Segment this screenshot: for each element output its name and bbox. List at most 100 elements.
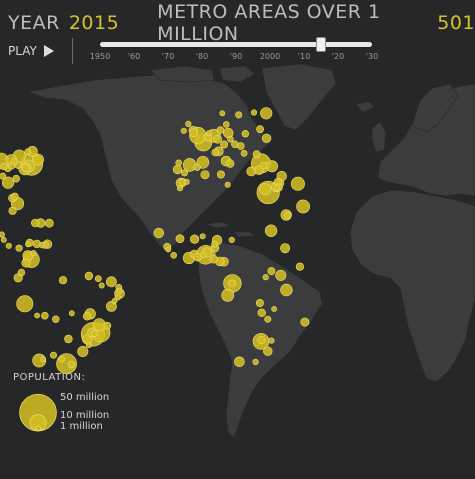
city-bubble[interactable] <box>10 192 19 201</box>
year-slider[interactable] <box>100 37 372 52</box>
city-bubble[interactable] <box>259 183 272 196</box>
city-bubble[interactable] <box>25 241 31 248</box>
city-bubble[interactable] <box>175 159 182 167</box>
city-bubble[interactable] <box>193 163 201 171</box>
city-bubble[interactable] <box>30 250 37 257</box>
city-bubble[interactable] <box>260 107 273 120</box>
city-bubble[interactable] <box>0 231 5 238</box>
city-bubble[interactable] <box>175 234 185 243</box>
city-bubble[interactable] <box>58 355 66 363</box>
city-bubble[interactable] <box>103 321 112 330</box>
city-bubble[interactable] <box>264 224 278 237</box>
city-bubble[interactable] <box>190 234 200 244</box>
city-bubble[interactable] <box>252 358 259 366</box>
city-bubble[interactable] <box>206 130 213 137</box>
city-bubble[interactable] <box>296 199 310 214</box>
city-bubble[interactable] <box>280 283 293 297</box>
city-bubble[interactable] <box>38 242 46 249</box>
city-bubble[interactable] <box>235 111 243 119</box>
city-bubble[interactable] <box>40 356 47 363</box>
city-bubble[interactable] <box>30 218 40 228</box>
city-bubble[interactable] <box>21 163 30 173</box>
city-bubble[interactable] <box>8 206 17 215</box>
city-bubble[interactable] <box>200 252 207 259</box>
city-bubble[interactable] <box>82 312 92 321</box>
city-bubble[interactable] <box>219 110 226 117</box>
city-bubble[interactable] <box>263 346 273 356</box>
city-bubble[interactable] <box>259 161 268 170</box>
city-bubble[interactable] <box>24 148 32 155</box>
city-bubble[interactable] <box>2 176 15 189</box>
slider-thumb[interactable] <box>316 37 326 52</box>
city-bubble[interactable] <box>209 255 219 264</box>
city-bubble[interactable] <box>228 279 237 288</box>
city-bubble[interactable] <box>181 169 189 177</box>
city-bubble[interactable] <box>34 312 40 319</box>
city-bubble[interactable] <box>255 298 264 307</box>
city-bubble[interactable] <box>64 334 73 344</box>
city-bubble[interactable] <box>21 258 31 268</box>
city-bubble[interactable] <box>170 252 177 259</box>
city-bubble[interactable] <box>180 127 187 134</box>
city-bubble[interactable] <box>295 262 305 271</box>
city-bubble[interactable] <box>0 172 7 180</box>
city-bubble[interactable] <box>12 174 21 183</box>
city-bubble[interactable] <box>172 164 183 175</box>
city-bubble[interactable] <box>227 135 234 143</box>
city-bubble[interactable] <box>240 149 248 157</box>
city-bubble[interactable] <box>234 356 245 368</box>
city-bubble[interactable] <box>98 282 105 289</box>
city-bubble[interactable] <box>221 288 235 302</box>
city-bubble[interactable] <box>16 295 34 313</box>
city-bubble[interactable] <box>200 170 210 180</box>
city-bubble[interactable] <box>261 133 272 144</box>
city-bubble[interactable] <box>0 162 8 171</box>
city-bubble[interactable] <box>257 336 266 345</box>
city-bubble[interactable] <box>94 275 102 282</box>
city-bubble[interactable] <box>15 244 23 252</box>
city-bubble[interactable] <box>7 162 16 170</box>
city-bubble[interactable] <box>271 306 277 312</box>
city-bubble[interactable] <box>237 142 245 150</box>
city-bubble[interactable] <box>224 181 231 188</box>
city-bubble[interactable] <box>283 211 292 220</box>
city-bubble[interactable] <box>193 253 202 262</box>
city-bubble[interactable] <box>58 276 68 285</box>
city-bubble[interactable] <box>185 120 192 127</box>
city-bubble[interactable] <box>183 178 190 185</box>
city-bubble[interactable] <box>165 246 172 253</box>
city-bubble[interactable] <box>211 240 219 248</box>
city-bubble[interactable] <box>274 184 281 191</box>
city-bubble[interactable] <box>228 236 235 243</box>
city-bubble[interactable] <box>213 134 222 144</box>
city-bubble[interactable] <box>111 297 118 304</box>
slider-track[interactable] <box>100 42 372 47</box>
city-bubble[interactable] <box>264 315 272 323</box>
city-bubble[interactable] <box>216 126 225 134</box>
city-bubble[interactable] <box>77 345 89 357</box>
city-bubble[interactable] <box>85 342 92 349</box>
city-bubble[interactable] <box>257 308 266 317</box>
play-button[interactable]: PLAY <box>8 44 54 58</box>
city-bubble[interactable] <box>106 300 117 312</box>
city-bubble[interactable] <box>0 236 7 243</box>
city-bubble[interactable] <box>177 185 184 192</box>
city-bubble[interactable] <box>84 271 94 281</box>
city-bubble[interactable] <box>40 311 49 320</box>
city-bubble[interactable] <box>91 330 98 337</box>
city-bubble[interactable] <box>290 176 305 191</box>
city-bubble[interactable] <box>256 125 264 134</box>
city-bubble[interactable] <box>223 121 230 128</box>
city-bubble[interactable] <box>17 268 26 277</box>
city-bubble[interactable] <box>106 276 117 288</box>
city-bubble[interactable] <box>211 148 220 157</box>
city-bubble[interactable] <box>241 130 250 138</box>
city-bubble[interactable] <box>49 351 57 359</box>
city-bubble[interactable] <box>220 140 229 149</box>
city-bubble[interactable] <box>68 310 75 317</box>
city-bubble[interactable] <box>275 269 287 281</box>
city-bubble[interactable] <box>52 315 60 323</box>
city-bubble[interactable] <box>5 242 12 249</box>
city-bubble[interactable] <box>189 128 199 138</box>
city-bubble[interactable] <box>280 243 291 254</box>
